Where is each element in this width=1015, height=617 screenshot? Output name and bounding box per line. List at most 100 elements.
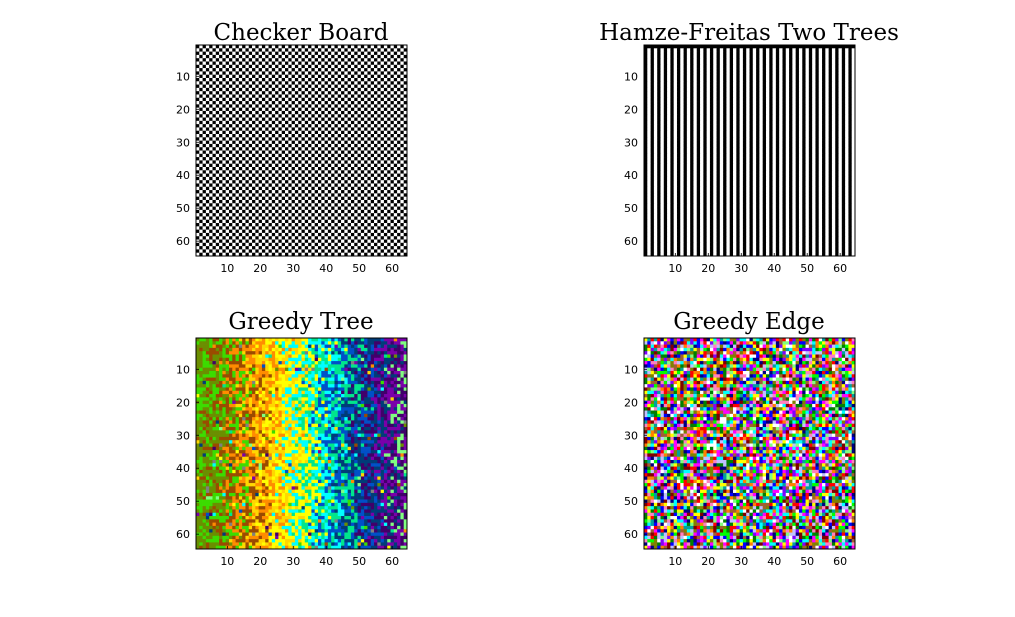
heatmap-cell bbox=[294, 107, 299, 112]
heatmap-cell bbox=[357, 64, 362, 69]
heatmap-cell bbox=[232, 209, 236, 214]
heatmap-cell bbox=[337, 84, 342, 89]
heatmap-cell bbox=[703, 51, 707, 56]
heatmap-cell bbox=[377, 51, 381, 56]
heatmap-cell bbox=[367, 193, 372, 198]
heatmap-cell bbox=[235, 196, 240, 201]
heatmap-cell bbox=[749, 74, 754, 79]
heatmap-cell bbox=[693, 51, 698, 56]
heatmap-cell bbox=[271, 226, 276, 230]
heatmap-cell bbox=[252, 153, 256, 158]
heatmap-cell bbox=[347, 77, 352, 82]
heatmap-cell bbox=[331, 216, 335, 221]
heatmap-cell bbox=[291, 110, 296, 115]
heatmap-cell bbox=[291, 77, 296, 82]
heatmap-cell bbox=[308, 150, 312, 155]
heatmap-cell bbox=[265, 94, 269, 99]
heatmap-cell bbox=[228, 232, 233, 237]
heatmap-cell bbox=[225, 206, 230, 211]
heatmap-cell bbox=[841, 74, 846, 79]
heatmap-cell bbox=[288, 232, 292, 237]
heatmap-cell bbox=[798, 61, 803, 66]
heatmap-cell bbox=[653, 64, 658, 69]
heatmap-cell bbox=[374, 236, 378, 240]
heatmap-cell bbox=[271, 160, 276, 165]
heatmap-cell bbox=[334, 232, 339, 237]
heatmap-cell bbox=[828, 64, 833, 69]
heatmap-cell bbox=[265, 140, 269, 145]
heatmap-cell bbox=[812, 74, 816, 79]
heatmap-cell bbox=[400, 110, 405, 115]
heatmap-cell bbox=[271, 209, 276, 214]
heatmap-cell bbox=[350, 190, 355, 194]
heatmap-cell bbox=[311, 94, 316, 99]
heatmap-cell bbox=[387, 180, 391, 184]
heatmap-cell bbox=[228, 223, 233, 227]
heatmap-cell bbox=[261, 150, 266, 155]
heatmap-cell bbox=[317, 166, 322, 171]
heatmap-cell bbox=[232, 134, 236, 138]
heatmap-cell bbox=[248, 137, 253, 141]
heatmap-cell bbox=[709, 54, 714, 59]
heatmap-cell bbox=[851, 77, 856, 82]
heatmap-cell bbox=[301, 216, 306, 221]
heatmap-cell bbox=[222, 239, 227, 244]
heatmap-cell bbox=[667, 74, 671, 79]
heatmap-cell bbox=[383, 206, 388, 211]
heatmap-cell bbox=[261, 242, 266, 247]
heatmap-cell bbox=[357, 107, 362, 112]
heatmap-cell bbox=[393, 143, 398, 148]
heatmap-cell bbox=[789, 84, 793, 89]
heatmap-cell bbox=[271, 203, 276, 207]
heatmap-cell bbox=[795, 84, 800, 89]
heatmap-cell bbox=[360, 186, 365, 191]
heatmap-cell bbox=[242, 203, 246, 207]
heatmap-cell bbox=[222, 45, 227, 49]
heatmap-cell bbox=[347, 68, 352, 72]
heatmap-cell bbox=[311, 223, 316, 227]
heatmap-cell bbox=[314, 232, 319, 237]
heatmap-cell bbox=[321, 54, 325, 59]
heatmap-cell bbox=[301, 114, 306, 118]
heatmap-cell bbox=[337, 190, 342, 194]
heatmap-cell bbox=[285, 239, 289, 244]
heatmap-cell bbox=[222, 252, 227, 257]
heatmap-cell bbox=[219, 252, 223, 257]
heatmap-cell bbox=[314, 229, 319, 234]
heatmap-cell bbox=[683, 81, 688, 85]
heatmap-cell bbox=[808, 81, 813, 85]
heatmap-cell bbox=[802, 81, 806, 85]
heatmap-cell bbox=[848, 64, 853, 69]
heatmap-cell bbox=[278, 137, 283, 141]
heatmap-cell bbox=[719, 71, 724, 76]
heatmap-cell bbox=[317, 68, 322, 72]
heatmap-cell bbox=[301, 134, 306, 138]
heatmap-cell bbox=[795, 71, 800, 76]
heatmap-cell bbox=[311, 134, 316, 138]
heatmap-cell bbox=[746, 68, 750, 72]
heatmap-cell bbox=[789, 51, 793, 56]
heatmap-cell bbox=[268, 223, 273, 227]
heatmap-cell bbox=[196, 97, 200, 102]
heatmap-cell bbox=[726, 64, 731, 69]
heatmap-cell bbox=[265, 114, 269, 118]
heatmap-cell bbox=[344, 239, 349, 244]
heatmap-cell bbox=[354, 137, 358, 141]
heatmap-cell bbox=[209, 236, 213, 240]
heatmap-cell bbox=[387, 203, 391, 207]
heatmap-cell bbox=[268, 216, 273, 221]
heatmap-cell bbox=[311, 97, 316, 102]
heatmap-cell bbox=[752, 74, 757, 79]
heatmap-cell bbox=[400, 232, 405, 237]
heatmap-cell bbox=[350, 107, 355, 112]
heatmap-cell bbox=[377, 48, 381, 52]
heatmap-cell bbox=[301, 61, 306, 66]
heatmap-cell bbox=[232, 186, 236, 191]
heatmap-cell bbox=[252, 252, 256, 257]
heatmap-cell bbox=[196, 117, 200, 122]
heatmap-cell bbox=[285, 150, 289, 155]
heatmap-cell bbox=[736, 84, 740, 89]
heatmap-cell bbox=[314, 236, 319, 240]
heatmap-cell bbox=[245, 87, 250, 92]
heatmap-cell bbox=[377, 163, 381, 168]
